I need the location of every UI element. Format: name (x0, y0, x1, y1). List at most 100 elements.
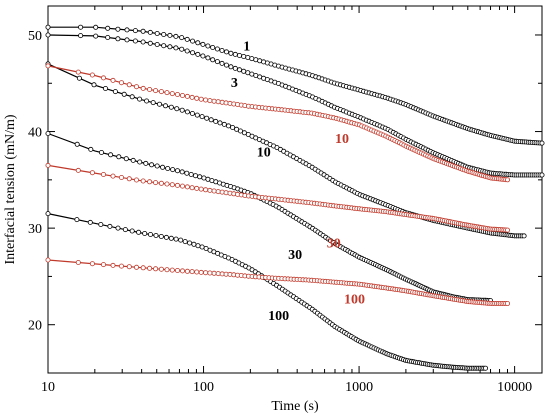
data-point (178, 237, 184, 243)
data-point (179, 93, 185, 99)
data-point (74, 217, 80, 223)
curve-label: 100 (344, 292, 365, 307)
data-point (168, 104, 174, 110)
data-point (215, 189, 221, 195)
data-point (504, 227, 510, 233)
data-point (184, 268, 190, 274)
data-point (190, 50, 196, 56)
data-point (161, 32, 167, 38)
data-point (198, 269, 204, 275)
data-point (174, 106, 180, 112)
x-axis-title: Time (s) (271, 399, 319, 414)
data-point (110, 77, 116, 83)
data-point (184, 93, 190, 99)
data-point (45, 162, 51, 168)
data-point (121, 91, 127, 97)
data-point (197, 174, 203, 180)
data-point (167, 32, 173, 38)
data-point (232, 65, 238, 71)
data-point (45, 24, 51, 30)
data-point (140, 39, 146, 45)
data-point (203, 97, 209, 103)
series-3 (45, 63, 510, 183)
data-point (147, 265, 153, 271)
data-point (219, 189, 225, 195)
data-point (122, 227, 128, 233)
data-point (169, 182, 175, 188)
data-point (147, 40, 153, 46)
data-point (115, 26, 121, 32)
data-point (105, 35, 111, 41)
data-point (153, 232, 159, 238)
data-point (191, 241, 197, 247)
data-point (93, 33, 99, 39)
data-point (194, 95, 200, 101)
data-point (174, 267, 180, 273)
data-point (170, 167, 176, 173)
data-point (205, 55, 211, 61)
data-point (189, 94, 195, 100)
data-point (173, 236, 179, 242)
data-point (504, 300, 510, 306)
data-point (93, 24, 99, 30)
curve-label: 30 (288, 248, 302, 263)
data-point (130, 157, 136, 163)
data-point (192, 173, 198, 179)
data-point (219, 99, 225, 105)
data-point (539, 172, 545, 178)
data-point (182, 239, 188, 245)
data-point (195, 243, 201, 249)
data-point (158, 233, 164, 239)
data-point (158, 266, 164, 272)
data-point (194, 269, 200, 275)
y-tick-label: 30 (28, 222, 42, 237)
data-point (75, 69, 81, 75)
y-tick-label: 40 (28, 126, 42, 141)
data-point (115, 36, 121, 42)
data-point (241, 68, 247, 74)
data-point (211, 188, 217, 194)
data-point (169, 91, 175, 97)
data-point (184, 48, 190, 54)
data-point (150, 100, 156, 106)
data-point (173, 45, 179, 51)
data-point (211, 270, 217, 276)
data-point (101, 75, 107, 81)
curve-label: 100 (268, 309, 289, 324)
data-point (156, 101, 162, 107)
data-point (236, 67, 242, 73)
data-point (147, 179, 153, 185)
data-point (204, 115, 210, 121)
data-point (225, 123, 231, 129)
data-point (147, 231, 153, 237)
data-point (124, 27, 130, 33)
data-point (133, 84, 139, 90)
data-point (142, 230, 148, 236)
data-point (223, 49, 229, 55)
data-point (223, 62, 229, 68)
data-point (179, 169, 185, 175)
data-point (153, 88, 159, 94)
data-point (158, 89, 164, 95)
curve-labels: 1 3 10 10 30 30 100 100 (231, 39, 365, 323)
data-point (163, 234, 169, 240)
data-point (153, 266, 159, 272)
data-point (98, 221, 104, 227)
data-point (75, 167, 81, 173)
data-point (45, 63, 51, 69)
data-point (208, 117, 214, 123)
data-point (482, 365, 488, 371)
series-6 (45, 211, 488, 371)
data-point (129, 94, 135, 100)
data-point (167, 44, 173, 50)
data-point (162, 103, 168, 109)
data-point (228, 64, 234, 70)
series-line (48, 26, 543, 144)
data-point (198, 96, 204, 102)
data-point (169, 267, 175, 273)
data-point (124, 37, 130, 43)
series-5 (45, 162, 510, 233)
data-point (199, 114, 205, 120)
data-point (200, 53, 206, 59)
